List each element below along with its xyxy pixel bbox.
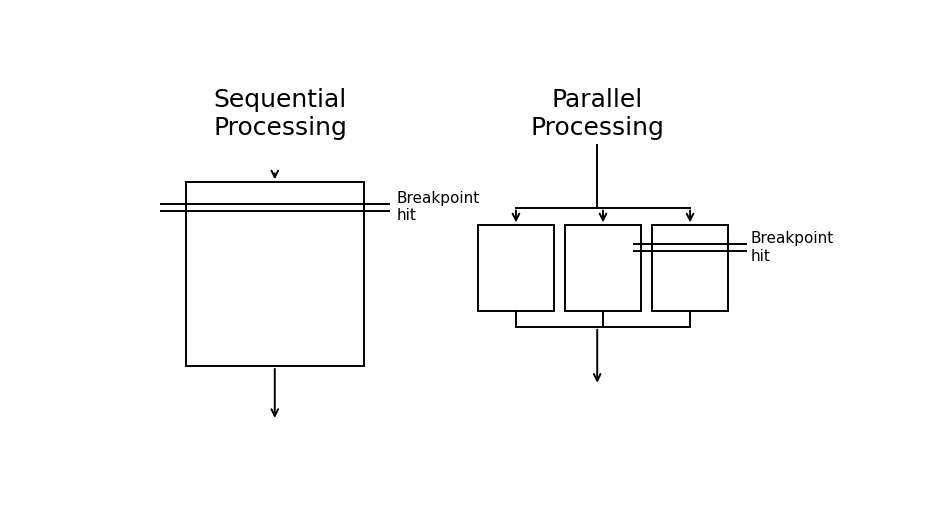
Text: Parallel
Processing: Parallel Processing (531, 88, 665, 140)
Bar (652, 225, 728, 311)
Bar (186, 182, 363, 366)
Text: Sequential
Processing: Sequential Processing (213, 88, 347, 140)
Text: Breakpoint
hit: Breakpoint hit (751, 231, 834, 264)
Bar (478, 225, 554, 311)
Bar (565, 225, 641, 311)
Text: Breakpoint
hit: Breakpoint hit (396, 191, 479, 224)
